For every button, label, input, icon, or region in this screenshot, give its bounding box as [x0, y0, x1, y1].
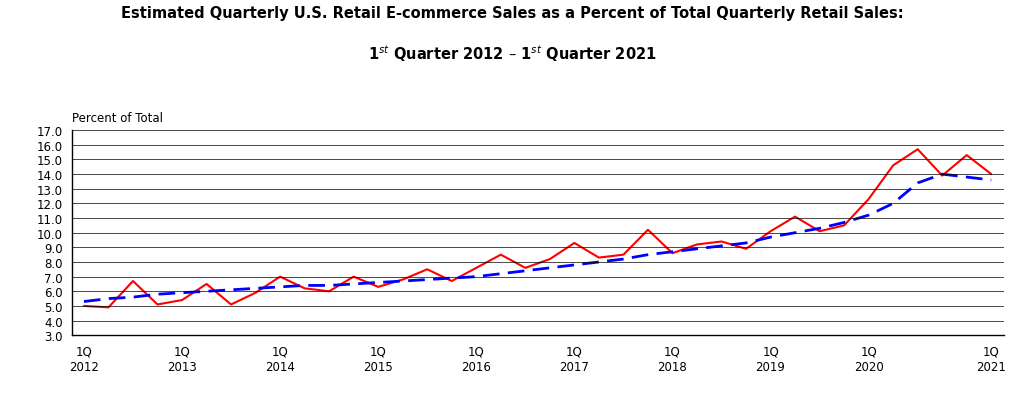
Text: 1$^{st}$ Quarter 2012 – 1$^{st}$ Quarter 2021: 1$^{st}$ Quarter 2012 – 1$^{st}$ Quarter…: [368, 43, 656, 63]
Text: Estimated Quarterly U.S. Retail E-commerce Sales as a Percent of Total Quarterly: Estimated Quarterly U.S. Retail E-commer…: [121, 6, 903, 21]
Text: Percent of Total: Percent of Total: [72, 112, 163, 125]
